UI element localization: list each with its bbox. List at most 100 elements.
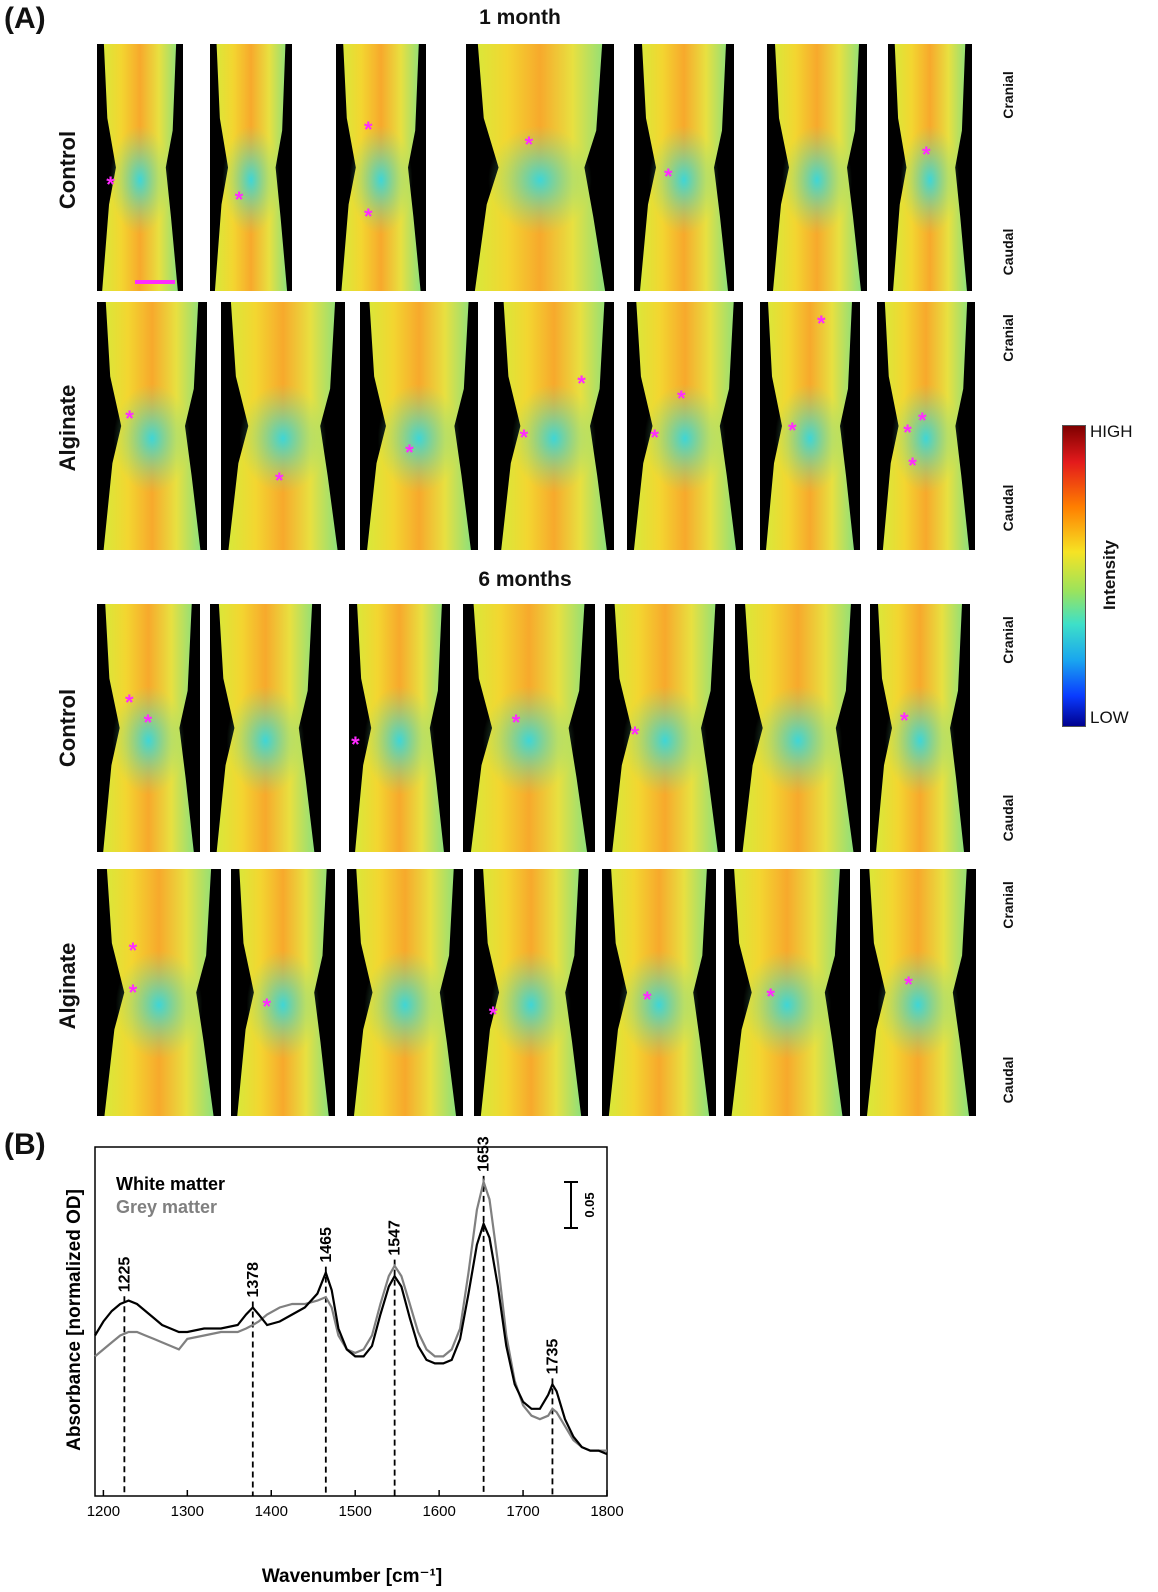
y-axis-label: Absorbance [normalized OD] (64, 1189, 85, 1451)
ftir-image-tile: * * (760, 302, 860, 550)
lesion-marker: * (128, 937, 138, 963)
lesion-marker: * (643, 986, 652, 1012)
plot-frame (94, 1146, 608, 1497)
legend-grey-matter: Grey matter (116, 1197, 217, 1217)
lesion-marker: * (918, 408, 927, 434)
x-tick-label: 1600 (422, 1503, 455, 1520)
ftir-spectrum-chart: 1200 1300 1400 1500 1600 1700 1800 1225 1378 146… (64, 1136, 624, 1587)
section-title-1-month: 1 month (479, 6, 561, 29)
x-tick-label: 1200 (87, 1503, 120, 1520)
ftir-image-tile: * (870, 604, 970, 852)
ftir-image-tile: * * (627, 302, 743, 550)
ftir-image-tile: * (97, 44, 183, 291)
caudal-label-row2: Caudal (1000, 484, 1016, 532)
row-label-control-1m: Control (55, 130, 80, 210)
cranial-label-row4: Cranial (1000, 881, 1016, 929)
ftir-image-tile: * * (336, 44, 426, 291)
legend-white-matter: White matter (116, 1174, 225, 1194)
lesion-marker: * (364, 203, 373, 229)
lesion-marker: * (275, 467, 284, 493)
peak-label: 1735 (544, 1339, 561, 1375)
ftir-image-tile: * * (97, 604, 200, 852)
caudal-label-row4: Caudal (1000, 1056, 1016, 1104)
panel-a-label: (A) (4, 2, 46, 35)
ftir-image-tile (210, 604, 321, 852)
ftir-image-tile: * (360, 302, 478, 550)
ftir-image-tile: * * (97, 869, 221, 1116)
lesion-marker: * (903, 420, 912, 446)
peak-label: 1547 (387, 1220, 404, 1256)
x-tick-label: 1400 (255, 1503, 288, 1520)
ftir-image-tile: * (605, 604, 725, 852)
lesion-marker: * (904, 972, 913, 998)
lesion-marker: * (908, 452, 917, 478)
ftir-image-tile: * (349, 604, 450, 852)
x-tick-label: 1800 (590, 1503, 623, 1520)
ftir-image-tile: * (231, 869, 335, 1116)
scale-bar-magenta (135, 280, 175, 284)
cranial-label-row1: Cranial (1000, 71, 1016, 119)
lesion-marker: * (351, 732, 360, 758)
ftir-image-tile: * (210, 44, 292, 291)
x-tick-label: 1500 (339, 1503, 372, 1520)
lesion-marker: * (128, 979, 138, 1005)
panel-b-label: (B) (4, 1128, 46, 1161)
caudal-label-row1: Caudal (1000, 228, 1016, 276)
peak-label: 1378 (245, 1262, 262, 1298)
row-label-alginate-1m: Alginate (55, 384, 80, 472)
x-tick-label: 1300 (171, 1503, 204, 1520)
lesion-marker: * (664, 164, 673, 190)
x-tick-label: 1700 (506, 1503, 539, 1520)
ftir-image-tile: * (466, 44, 614, 291)
lesion-marker: * (488, 1001, 498, 1027)
ftir-image-tile: * (888, 44, 972, 291)
section-title-6-months: 6 months (478, 568, 572, 591)
lesion-marker: * (766, 984, 775, 1010)
lesion-marker: * (143, 710, 153, 736)
lesion-marker: * (519, 425, 529, 451)
colorbar-low-label: LOW (1090, 708, 1129, 727)
lesion-marker: * (788, 417, 797, 443)
row-label-alginate-6m: Alginate (55, 942, 80, 1030)
lesion-marker: * (364, 117, 373, 143)
ftir-image-tile (767, 44, 867, 291)
scale-bar-label: 0.05 (582, 1192, 597, 1217)
ftir-image-tile (735, 604, 861, 852)
peak-label: 1653 (476, 1136, 493, 1172)
peak-label: 1465 (318, 1227, 335, 1263)
ftir-image-tile: * (724, 869, 850, 1116)
ftir-image-tile: * (474, 869, 588, 1116)
cranial-label-row3: Cranial (1000, 616, 1016, 664)
lesion-marker: * (630, 722, 640, 748)
lesion-marker: * (106, 171, 115, 197)
lesion-marker: * (125, 690, 134, 716)
colorbar-title: Intensity (1100, 540, 1119, 610)
ftir-image-tile: * (634, 44, 734, 291)
row-label-control-6m: Control (55, 688, 80, 768)
lesion-marker: * (262, 994, 272, 1020)
ftir-image-tile: * (602, 869, 716, 1116)
lesion-marker: * (405, 440, 414, 466)
ftir-image-tile (347, 869, 463, 1116)
ftir-image-tile: * (97, 302, 207, 550)
lesion-marker: * (900, 707, 909, 733)
lesion-marker: * (234, 186, 244, 212)
intensity-colorbar (1062, 425, 1086, 727)
cranial-label-row2: Cranial (1000, 314, 1016, 362)
x-axis-label: Wavenumber [cm⁻¹] (262, 1566, 442, 1587)
lesion-marker: * (577, 370, 586, 396)
ftir-image-tile: * * * (877, 302, 975, 550)
lesion-marker: * (650, 425, 659, 451)
series-line-white-matter (94, 1220, 608, 1456)
lesion-marker: * (511, 710, 521, 736)
peak-label: 1225 (116, 1257, 133, 1293)
series-line-grey-matter (94, 1177, 607, 1452)
lesion-marker: * (524, 132, 534, 158)
lesion-marker: * (677, 385, 686, 411)
colorbar-high-label: HIGH (1090, 422, 1133, 441)
lesion-marker: * (922, 142, 931, 168)
lesion-marker: * (817, 311, 826, 337)
ftir-image-tile: * (221, 302, 345, 550)
scale-bar: 0.05 (564, 1181, 597, 1229)
lesion-marker: * (125, 405, 134, 431)
